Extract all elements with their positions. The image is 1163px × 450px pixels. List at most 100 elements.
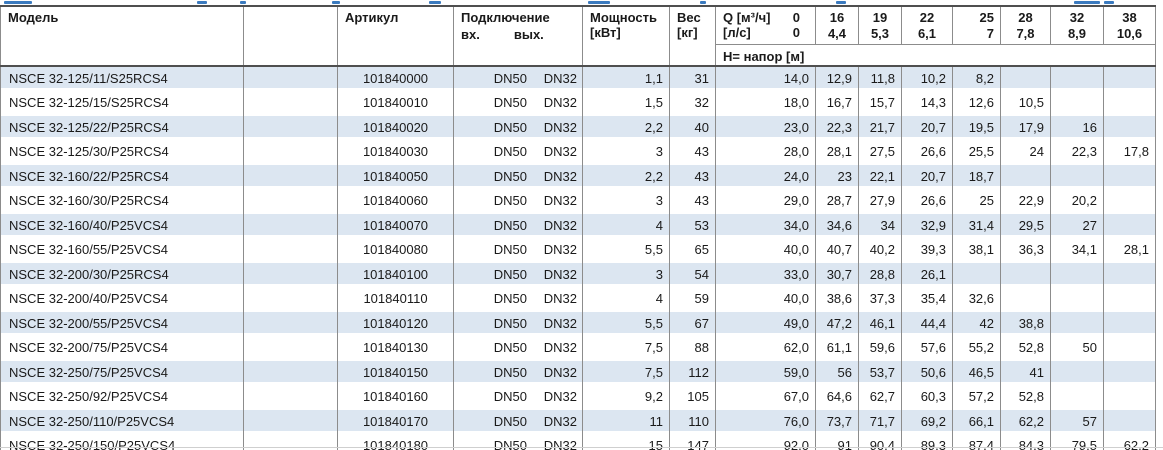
head-cell: 12,9	[815, 65, 859, 91]
head-cell	[1103, 91, 1156, 116]
head-cell: 25,5	[952, 140, 1001, 165]
head-cell: 52,8	[1000, 336, 1051, 361]
head-cell	[1000, 287, 1051, 312]
head-cell: 34,1	[1050, 238, 1104, 263]
head-cell: 49,0	[715, 311, 816, 336]
table-row: NSCE 32-250/75/P25VCS4 101840150 DN50 DN…	[0, 360, 1156, 385]
spacer-cell	[243, 336, 338, 361]
head-cell: 28,7	[815, 189, 859, 214]
table-row: NSCE 32-125/22/P25RCS4 101840020 DN50 DN…	[0, 115, 1156, 140]
head-cell	[1050, 91, 1104, 116]
weight-cell: 43	[669, 164, 716, 189]
head-cell: 25	[952, 189, 1001, 214]
head-cell	[1103, 213, 1156, 238]
power-cell: 5,5	[582, 238, 670, 263]
head-cell: 57,6	[901, 336, 953, 361]
article-cell: 101840010	[337, 91, 454, 116]
head-cell: 20,7	[901, 115, 953, 140]
head-cell: 40,0	[715, 287, 816, 312]
table-body: NSCE 32-125/11/S25RCS4 101840000 DN50 DN…	[0, 65, 1156, 450]
spacer-cell	[243, 164, 338, 189]
weight-cell: 59	[669, 287, 716, 312]
head-cell: 18,0	[715, 91, 816, 116]
head-cell: 62,0	[715, 336, 816, 361]
model-cell: NSCE 32-160/55/P25VCS4	[0, 238, 244, 263]
head-cell	[1103, 385, 1156, 410]
head-cell	[1000, 164, 1051, 189]
connection-cell: DN50 DN32	[453, 91, 583, 116]
weight-cell: 43	[669, 189, 716, 214]
dn-out: DN32	[543, 291, 577, 306]
head-cell	[1050, 164, 1104, 189]
head-cell: 73,7	[815, 409, 859, 434]
head-cell: 59,6	[858, 336, 902, 361]
weight-cell: 40	[669, 115, 716, 140]
head-cell	[1103, 311, 1156, 336]
head-cell: 20,7	[901, 164, 953, 189]
head-cell: 62,2	[1000, 409, 1051, 434]
head-cell: 23	[815, 164, 859, 189]
dn-out: DN32	[543, 242, 577, 257]
head-cell: 14,3	[901, 91, 953, 116]
dn-out: DN32	[543, 389, 577, 404]
head-cell: 57	[1050, 409, 1104, 434]
connection-cell: DN50 DN32	[453, 360, 583, 385]
head-cell: 16,7	[815, 91, 859, 116]
connection-outlet-label: вых.	[513, 27, 544, 42]
weight-cell: 54	[669, 262, 716, 287]
spacer-cell	[243, 238, 338, 263]
dn-out: DN32	[543, 364, 577, 380]
head-cell: 44,4	[901, 311, 953, 336]
model-cell: NSCE 32-250/110/P25VCS4	[0, 409, 244, 434]
table-row: NSCE 32-160/22/P25RCS4 101840050 DN50 DN…	[0, 164, 1156, 189]
weight-cell: 112	[669, 360, 716, 385]
head-band-label: Н= напор [м]	[715, 43, 1156, 66]
power-cell: 4	[582, 213, 670, 238]
spacer-cell	[243, 409, 338, 434]
dn-in: DN50	[493, 340, 527, 355]
article-cell: 101840020	[337, 115, 454, 140]
connection-cell: DN50 DN32	[453, 409, 583, 434]
dn-out: DN32	[543, 144, 577, 159]
dn-in: DN50	[493, 168, 527, 184]
article-cell: 101840120	[337, 311, 454, 336]
dn-in: DN50	[493, 389, 527, 404]
head-cell	[1000, 65, 1051, 91]
weight-cell: 65	[669, 238, 716, 263]
article-cell: 101840060	[337, 189, 454, 214]
head-cell: 40,7	[815, 238, 859, 263]
col-header-flow-16: 16 4,4	[815, 6, 859, 44]
head-cell: 61,1	[815, 336, 859, 361]
head-cell	[1050, 287, 1104, 312]
head-cell: 76,0	[715, 409, 816, 434]
spacer-cell	[243, 287, 338, 312]
connection-cell: DN50 DN32	[453, 262, 583, 287]
power-cell: 1,1	[582, 65, 670, 91]
head-cell: 56	[815, 360, 859, 385]
power-cell: 5,5	[582, 311, 670, 336]
head-cell: 22,9	[1000, 189, 1051, 214]
head-cell: 19,5	[952, 115, 1001, 140]
dn-out: DN32	[543, 119, 577, 135]
head-cell: 27,5	[858, 140, 902, 165]
head-cell: 28,1	[815, 140, 859, 165]
table-row: NSCE 32-200/55/P25VCS4 101840120 DN50 DN…	[0, 311, 1156, 336]
article-cell: 101840050	[337, 164, 454, 189]
head-cell: 46,5	[952, 360, 1001, 385]
dn-out: DN32	[543, 193, 577, 208]
table-header: Модель Артикул Подключение вх. вых. Мощн…	[0, 6, 1156, 66]
table-row: NSCE 32-200/30/P25RCS4 101840100 DN50 DN…	[0, 262, 1156, 287]
spacer-cell	[243, 115, 338, 140]
head-cell: 50	[1050, 336, 1104, 361]
dn-out: DN32	[543, 340, 577, 355]
model-cell: NSCE 32-200/40/P25VCS4	[0, 287, 244, 312]
head-cell: 22,1	[858, 164, 902, 189]
head-cell: 28,0	[715, 140, 816, 165]
head-cell: 18,7	[952, 164, 1001, 189]
head-cell: 69,2	[901, 409, 953, 434]
head-cell	[1000, 262, 1051, 287]
dn-in: DN50	[493, 291, 527, 306]
head-cell: 31,4	[952, 213, 1001, 238]
dn-in: DN50	[493, 193, 527, 208]
